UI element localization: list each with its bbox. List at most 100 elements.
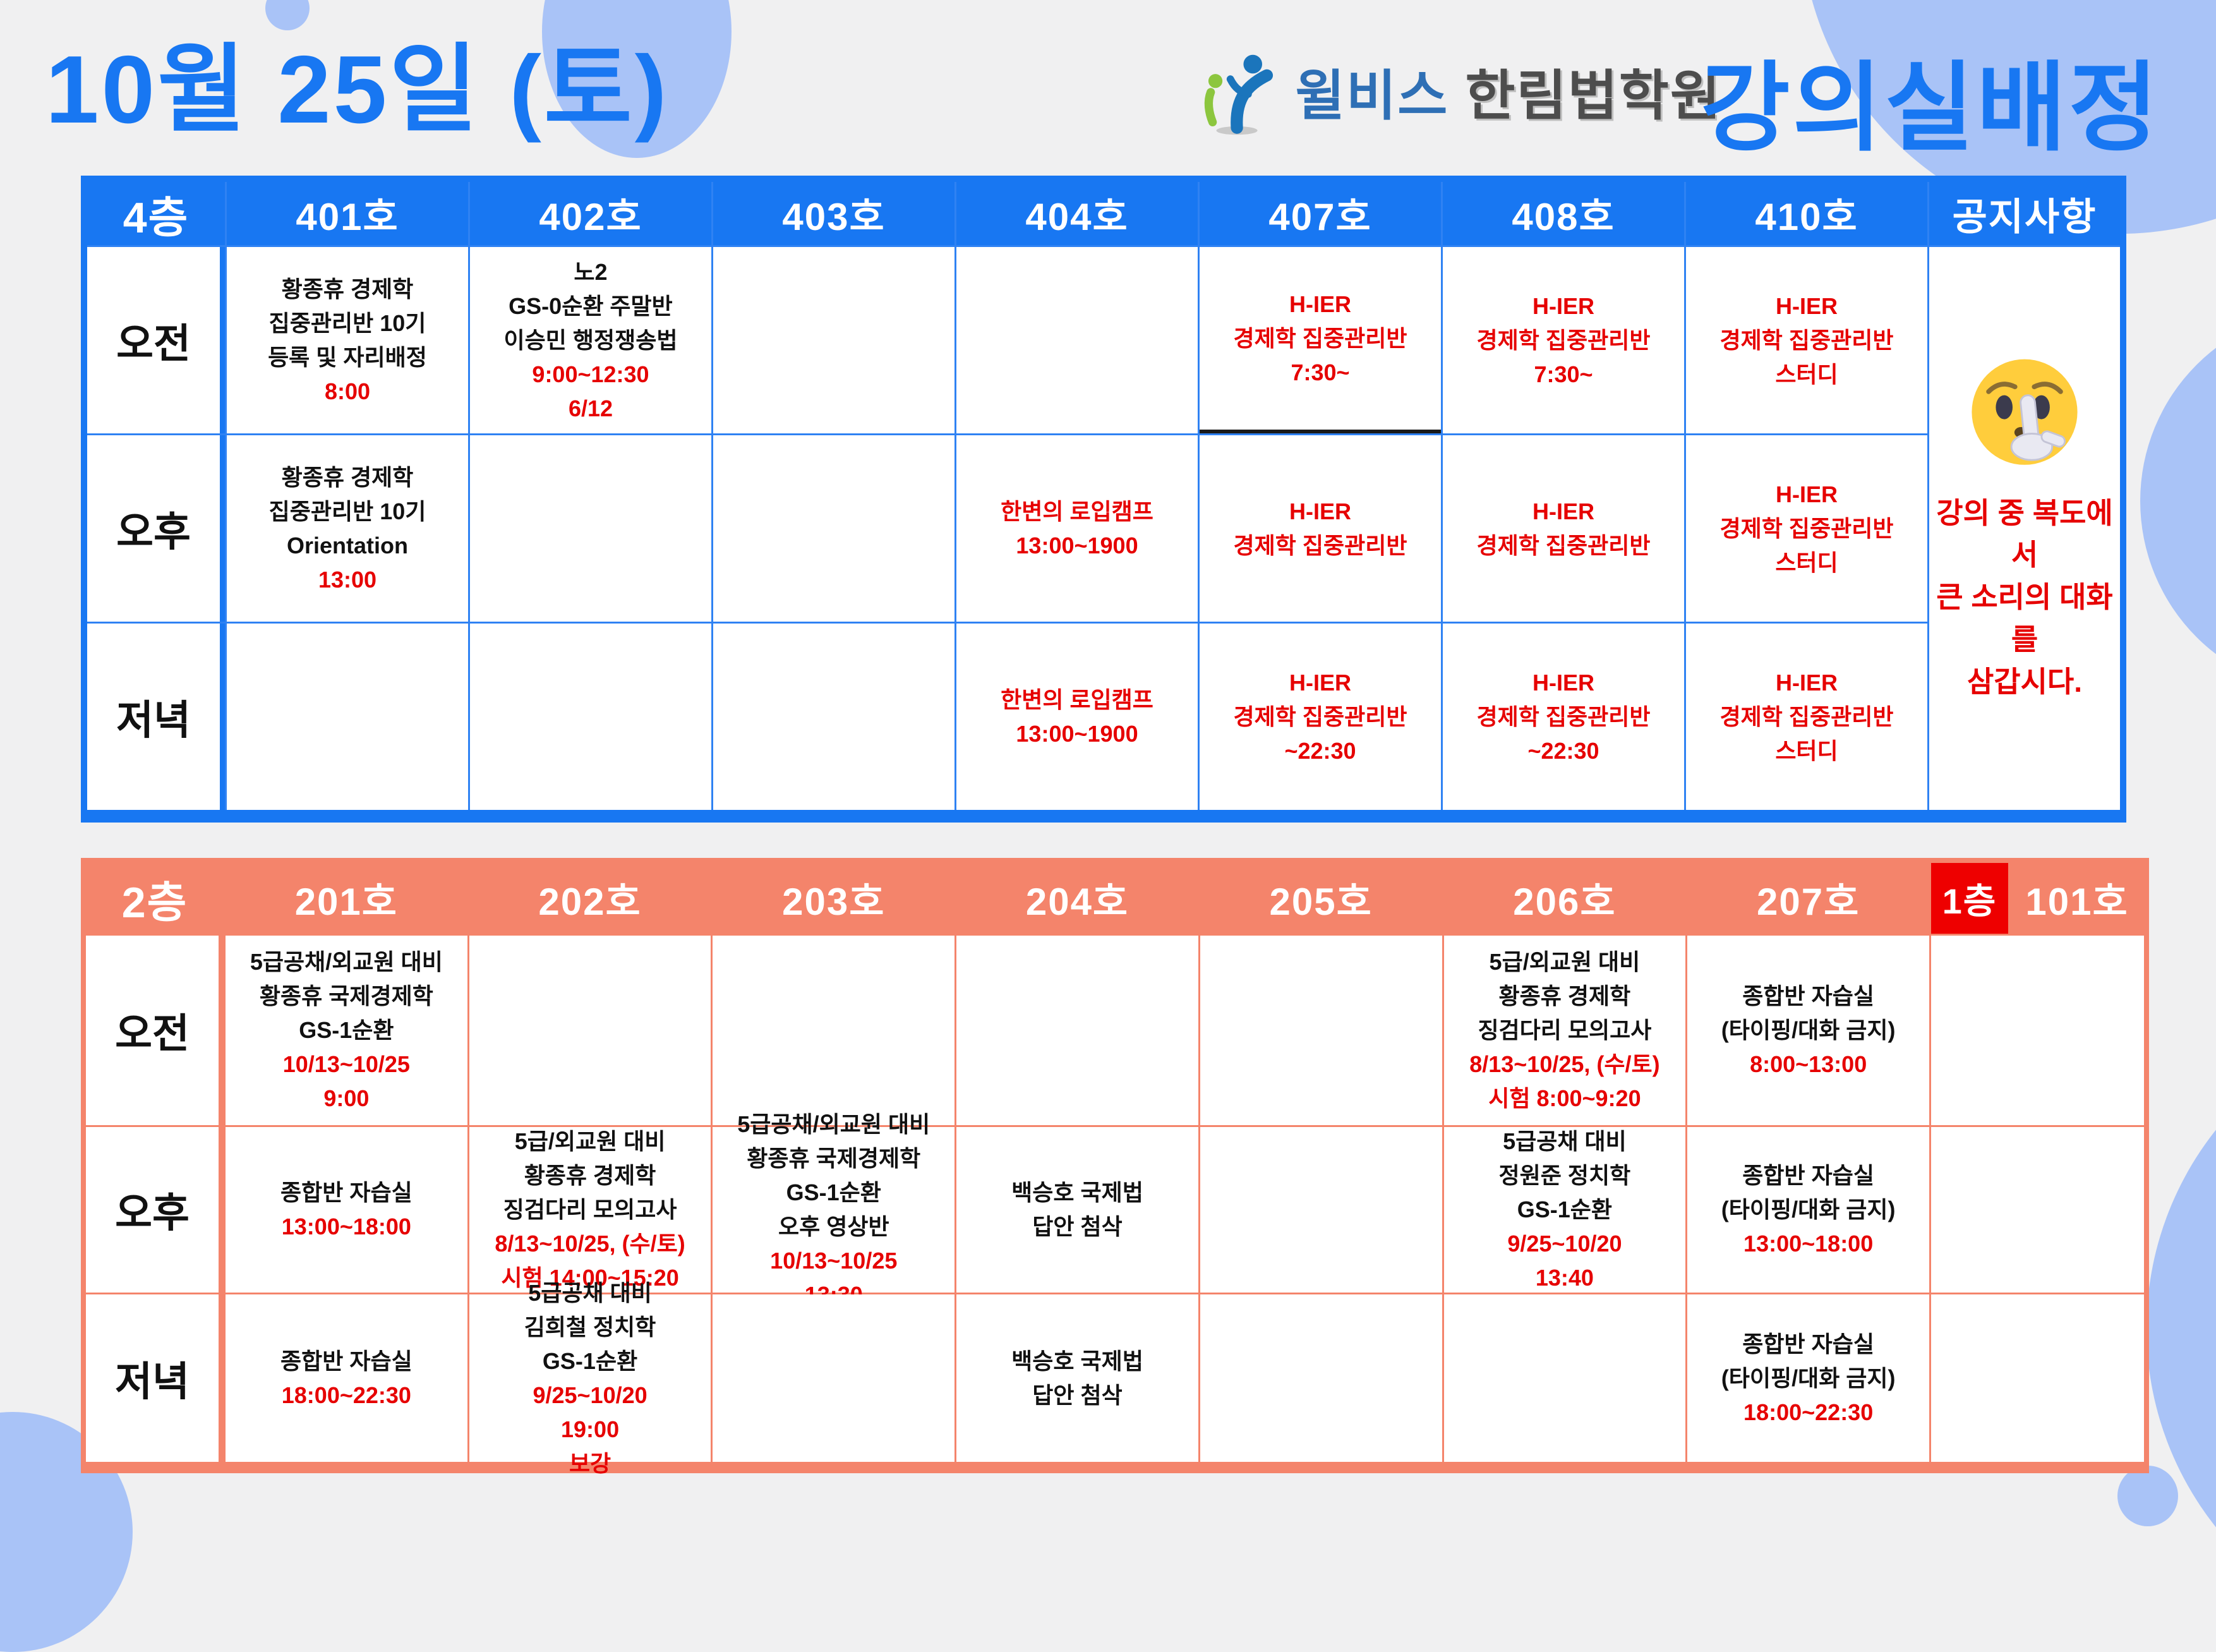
- schedule-cell-4f-ev-407: H-IER 경제학 집중관리반 ~22:30: [1200, 624, 1441, 810]
- cell-text-red: H-IER 경제학 집중관리반: [1233, 498, 1407, 558]
- cell-text-black: 5급공채/외교원 대비 황종휴 국제경제학 GS-1순환 오후 영상반: [737, 1111, 930, 1239]
- schedule-cell-2f-am-206: 5급/외교원 대비 황종휴 경제학 징검다리 모의고사 8/13~10/25, …: [1443, 936, 1686, 1125]
- cell-text-red: H-IER 경제학 집중관리반 스터디: [1719, 669, 1894, 764]
- cell-text-red: 8/13~10/25, (수/토) 시험 8:00~9:20: [1469, 1051, 1660, 1111]
- shushing-face-icon: [1972, 359, 2078, 465]
- room-header-203: 203호: [713, 863, 955, 934]
- schedule-cell-2f-ev-205: [1200, 1294, 1442, 1462]
- schedule-cell-4f-am-401: 황종휴 경제학 집중관리반 10기 등록 및 자리배정 8:00: [227, 247, 468, 433]
- room-header-401: 401호: [227, 182, 468, 245]
- row-label-evening: 저녁: [87, 624, 225, 810]
- cell-text-red: 13:00: [318, 566, 377, 593]
- notice-header: 공지사항: [1929, 182, 2120, 245]
- schedule-cell-2f-ev-202: 5급공채 대비 김희철 정치학 GS-1순환 9/25~10/20 19:00 …: [469, 1280, 711, 1476]
- brand-suffix: 한림법학원: [1465, 65, 1721, 126]
- cell-text-red: 9/25~10/20 13:40: [1507, 1231, 1622, 1291]
- room-header-206: 206호: [1443, 863, 1686, 934]
- cell-text-red: H-IER 경제학 집중관리반 7:30~: [1233, 291, 1407, 385]
- floor4-label: 4층: [87, 182, 225, 245]
- cell-text-red: 한변의 로입캠프 13:00~1900: [1001, 498, 1153, 558]
- room-header-202: 202호: [469, 863, 711, 934]
- cell-text-black: 노2 GS-0순환 주말반 이승민 행정쟁송법: [503, 258, 678, 353]
- schedule-cell-4f-am-410: H-IER 경제학 집중관리반 스터디: [1686, 247, 1927, 433]
- schedule-cell-4f-pm-407: H-IER 경제학 집중관리반: [1200, 435, 1441, 622]
- cell-text-black: 종합반 자습실 (타이핑/대화 금지): [1721, 983, 1896, 1043]
- cell-text-black: 5급공채 대비 김희철 정치학 GS-1순환: [524, 1279, 656, 1374]
- schedule-cell-2f-pm-202: 5급/외교원 대비 황종휴 경제학 징검다리 모의고사 8/13~10/25, …: [469, 1127, 711, 1293]
- room-header-407: 407호: [1200, 182, 1441, 245]
- cell-text-black: 종합반 자습실: [280, 1179, 412, 1205]
- decor-dot-bottom-right: [2117, 1466, 2178, 1526]
- schedule-cell-1f-ev-101: [1931, 1294, 2144, 1462]
- schedule-cell-4f-ev-410: H-IER 경제학 집중관리반 스터디: [1686, 624, 1927, 810]
- cell-text-red: 9/25~10/20 19:00 보강: [533, 1382, 647, 1476]
- cell-text-red: 18:00~22:30: [1743, 1399, 1874, 1425]
- headline-title: 강의실배정: [1701, 54, 2161, 162]
- schedule-cell-1f-am-101: [1931, 936, 2144, 1125]
- room-header-404: 404호: [956, 182, 1198, 245]
- schedule-cell-2f-pm-206: 5급공채 대비 정원준 정치학 GS-1순환 9/25~10/20 13:40: [1443, 1127, 1686, 1293]
- cell-text-red: H-IER 경제학 집중관리반: [1476, 498, 1651, 558]
- schedule-cell-2f-ev-204: 백승호 국제법 답안 첨삭: [956, 1294, 1198, 1462]
- schedule-cell-4f-pm-404: 한변의 로입캠프 13:00~1900: [956, 435, 1198, 622]
- floor4-table: 4층 401호 402호 403호 404호 407호 408호 410호 공지…: [81, 176, 2126, 823]
- schedule-cell-4f-ev-402: [470, 624, 711, 810]
- cell-text-black: 5급/외교원 대비 황종휴 경제학 징검다리 모의고사: [503, 1128, 677, 1222]
- cell-text-black: 5급공채 대비 정원준 정치학 GS-1순환: [1498, 1128, 1631, 1222]
- brand-name: 윌비스: [1295, 65, 1449, 126]
- schedule-cell-2f-pm-204: 백승호 국제법 답안 첨삭: [956, 1127, 1198, 1293]
- room-header-410: 410호: [1686, 182, 1927, 245]
- schedule-cell-4f-ev-403: [713, 624, 954, 810]
- cell-text-black: 황종휴 경제학 집중관리반 10기 Orientation: [268, 464, 426, 558]
- schedule-cell-4f-pm-410: H-IER 경제학 집중관리반 스터디: [1686, 435, 1927, 622]
- schedule-cell-4f-am-404: [956, 247, 1198, 433]
- schedule-cell-2f-am-202: [469, 936, 711, 1125]
- room-header-101: 101호: [2010, 863, 2144, 934]
- floor1-label-badge: 1층: [1931, 863, 2008, 934]
- room-header-403: 403호: [713, 182, 954, 245]
- schedule-cell-2f-am-204: [956, 936, 1198, 1125]
- cell-text-red: H-IER 경제학 집중관리반 스터디: [1719, 292, 1894, 387]
- floor2-table: 2층 201호 202호 203호 204호 205호 206호 207호 1층…: [81, 858, 2149, 1476]
- room-header-201: 201호: [226, 863, 467, 934]
- schedule-cell-2f-am-205: [1200, 936, 1442, 1125]
- room-header-207: 207호: [1687, 863, 1929, 934]
- row-label-afternoon: 오후: [87, 435, 225, 622]
- decor-blob-bottom-right: [2147, 1010, 2216, 1648]
- schedule-cell-4f-ev-401: [227, 624, 468, 810]
- cell-text-red: 13:00~18:00: [281, 1214, 411, 1239]
- cell-text-black: 백승호 국제법 답안 첨삭: [1011, 1348, 1143, 1408]
- cell-text-red: H-IER 경제학 집중관리반 7:30~: [1476, 292, 1651, 387]
- willbes-logo-icon: [1204, 54, 1274, 135]
- cell-text-red: 한변의 로입캠프 13:00~1900: [1001, 686, 1153, 747]
- room-header-204: 204호: [956, 863, 1198, 934]
- cell-text-red: 9:00~12:30 6/12: [532, 361, 649, 421]
- notice-text: 강의 중 복도에서 큰 소리의 대화를 삼갑시다.: [1936, 496, 2113, 698]
- cell-text-black: 종합반 자습실 (타이핑/대화 금지): [1721, 1330, 1896, 1391]
- row-label-afternoon: 오후: [86, 1127, 224, 1293]
- floor2-label: 2층: [86, 863, 224, 934]
- row-label-morning: 오전: [87, 247, 225, 433]
- schedule-cell-2f-ev-206: [1443, 1294, 1686, 1462]
- notice-panel: 강의 중 복도에서 큰 소리의 대화를 삼갑시다.: [1929, 247, 2120, 810]
- schedule-cell-4f-ev-404: 한변의 로입캠프 13:00~1900: [956, 624, 1198, 810]
- cell-text-black: 백승호 국제법 답안 첨삭: [1011, 1179, 1143, 1239]
- schedule-cell-4f-pm-401: 황종휴 경제학 집중관리반 10기 Orientation 13:00: [227, 435, 468, 622]
- schedule-cell-4f-ev-408: H-IER 경제학 집중관리반 ~22:30: [1443, 624, 1684, 810]
- cell-text-red: 13:00~18:00: [1743, 1231, 1874, 1257]
- cell-text-black: 5급/외교원 대비 황종휴 경제학 징검다리 모의고사: [1478, 949, 1652, 1043]
- cell-text-red: 18:00~22:30: [281, 1382, 411, 1408]
- schedule-cell-2f-pm-207: 종합반 자습실 (타이핑/대화 금지) 13:00~18:00: [1687, 1127, 1929, 1293]
- schedule-cell-4f-am-408: H-IER 경제학 집중관리반 7:30~: [1443, 247, 1684, 433]
- schedule-cell-1f-pm-101: [1931, 1127, 2144, 1293]
- schedule-cell-2f-am-207: 종합반 자습실 (타이핑/대화 금지) 8:00~13:00: [1687, 936, 1929, 1125]
- cell-text-red: H-IER 경제학 집중관리반 스터디: [1719, 481, 1894, 576]
- schedule-cell-4f-pm-402: [470, 435, 711, 622]
- cell-text-red: 8:00: [324, 378, 371, 404]
- schedule-cell-2f-ev-203: [713, 1294, 955, 1462]
- schedule-cell-4f-am-402: 노2 GS-0순환 주말반 이승민 행정쟁송법 9:00~12:30 6/12: [470, 247, 711, 433]
- room-header-402: 402호: [470, 182, 711, 245]
- schedule-cell-2f-ev-201: 종합반 자습실 18:00~22:30: [226, 1294, 467, 1462]
- cell-text-black: 황종휴 경제학 집중관리반 10기 등록 및 자리배정: [268, 275, 427, 370]
- schedule-cell-2f-am-201: 5급공채/외교원 대비 황종휴 국제경제학 GS-1순환 10/13~10/25…: [226, 936, 467, 1125]
